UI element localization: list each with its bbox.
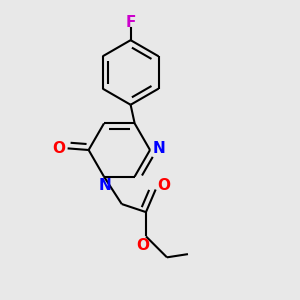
Text: O: O bbox=[157, 178, 170, 193]
Text: N: N bbox=[98, 178, 111, 193]
Text: O: O bbox=[136, 238, 149, 253]
Text: F: F bbox=[125, 15, 136, 30]
Text: N: N bbox=[153, 141, 165, 156]
Text: O: O bbox=[52, 141, 65, 156]
